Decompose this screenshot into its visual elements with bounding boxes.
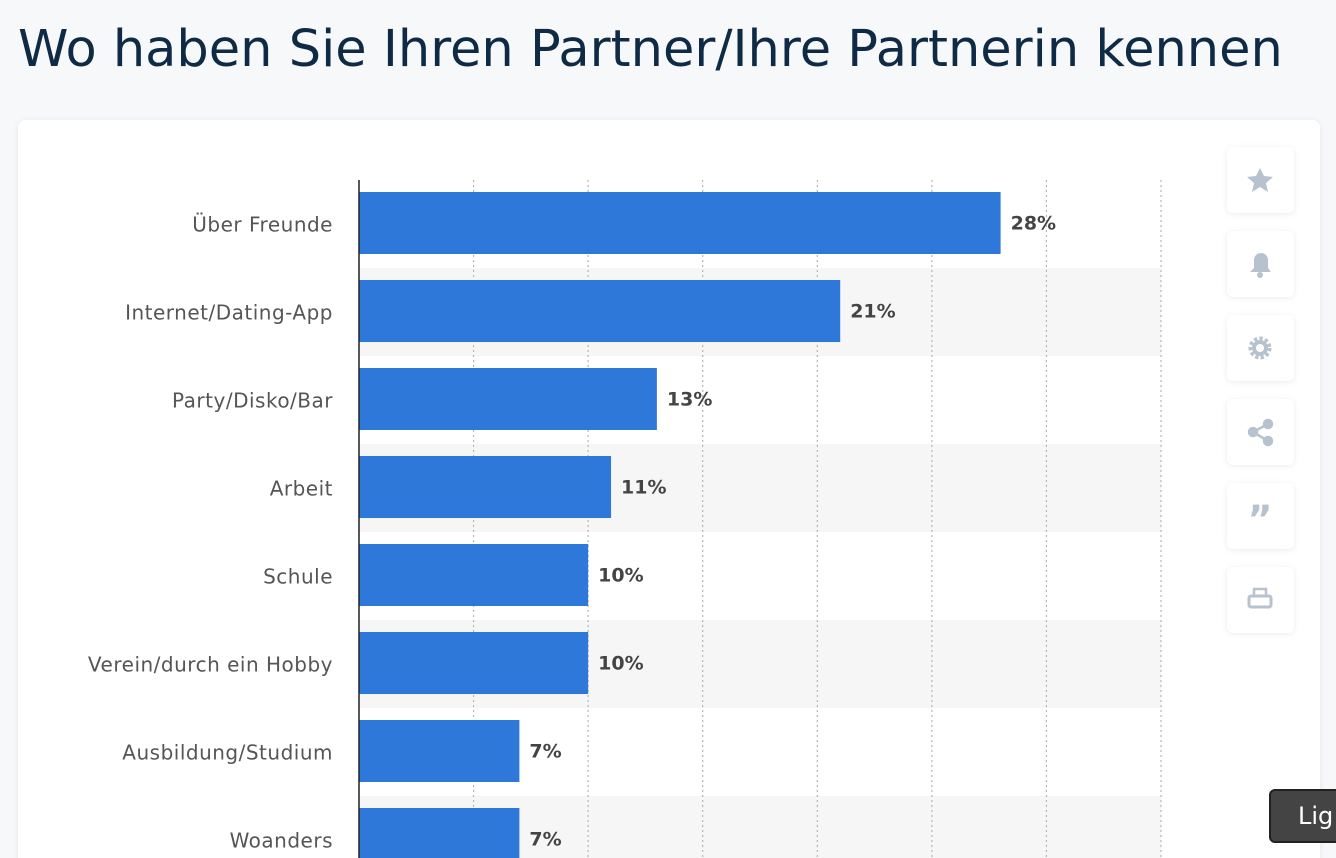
category-label: Woanders [230,829,333,853]
category-label: Über Freunde [192,213,333,237]
value-label: 21% [850,301,895,323]
notification-button[interactable] [1227,231,1294,297]
bar [359,456,612,518]
category-label: Schule [263,565,333,589]
category-label: Internet/Dating-App [125,301,333,325]
overlay-button[interactable]: Lig [1269,789,1336,843]
print-button[interactable] [1227,567,1294,633]
category-label: Arbeit [270,477,333,501]
value-label: 11% [621,477,666,499]
bar [359,808,520,858]
cite-button[interactable]: ” [1227,483,1294,549]
value-label: 10% [598,653,643,675]
toolbar: ” [1227,147,1294,633]
overlay-button-label: Lig [1298,802,1333,830]
bars: Über Freunde 28% Internet/Dating-App 21% Par… [88,192,1056,858]
svg-text:”: ” [1248,498,1273,542]
share-button[interactable] [1227,399,1294,465]
bar [359,368,657,430]
bar [359,280,841,342]
value-label: 7% [529,829,561,851]
value-label: 13% [667,389,712,411]
favorite-button[interactable] [1227,147,1294,213]
category-label: Party/Disko/Bar [172,389,333,413]
settings-button[interactable] [1227,315,1294,381]
bar [359,192,1001,254]
chart-title: Wo haben Sie Ihren Partner/Ihre Partneri… [18,20,1283,79]
bar [359,544,589,606]
value-label: 7% [529,741,561,763]
category-label: Ausbildung/Studium [122,741,333,765]
category-label: Verein/durch ein Hobby [88,653,333,677]
bar [359,720,520,782]
bar [359,632,589,694]
value-label: 10% [598,565,643,587]
value-label: 28% [1011,213,1056,235]
